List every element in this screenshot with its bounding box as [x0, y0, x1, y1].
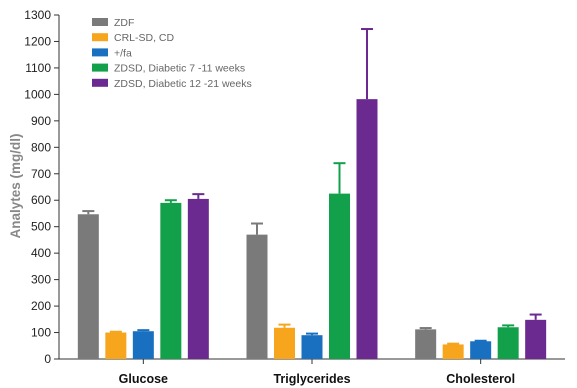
- bar: [160, 202, 182, 359]
- bar: [187, 198, 209, 359]
- legend-label: ZDSD, Diabetic 12 -21 weeks: [114, 78, 252, 90]
- bar: [274, 327, 295, 359]
- bar: [329, 193, 350, 359]
- bar: [246, 234, 268, 359]
- legend-swatch: [92, 63, 108, 72]
- y-tick-label: 500: [31, 220, 51, 234]
- y-tick-label: 900: [31, 114, 51, 128]
- y-tick-label: 1300: [24, 8, 51, 22]
- y-tick-label: 200: [31, 299, 51, 313]
- legend-swatch: [92, 78, 108, 87]
- bar: [497, 327, 519, 359]
- bar: [105, 332, 127, 359]
- legend-swatch: [92, 33, 108, 42]
- bar: [415, 329, 437, 359]
- y-tick-label: 100: [31, 326, 51, 340]
- bar: [470, 341, 492, 359]
- legend-label: CRL-SD, CD: [114, 32, 175, 44]
- y-tick-label: 700: [31, 167, 51, 181]
- bar: [301, 335, 323, 359]
- x-category-label: Triglycerides: [273, 372, 350, 386]
- bar: [356, 99, 378, 359]
- legend-label: +/fa: [114, 47, 132, 59]
- x-category-label: Glucose: [119, 372, 168, 386]
- x-axis: Glucose Triglycerides Cholesterol: [59, 358, 565, 386]
- legend: ZDF CRL-SD, CD +/fa ZDSD, Diabetic 7 -11 we…: [92, 17, 252, 90]
- bar: [77, 214, 99, 359]
- y-tick-label: 600: [31, 193, 51, 207]
- bar: [442, 344, 464, 359]
- y-axis-title: Analytes (mg/dl): [8, 133, 23, 238]
- bar: [132, 331, 154, 359]
- y-axis: 0 100 200 300 400 500 600 700 800 900 1000 1100 1200…: [24, 8, 60, 366]
- y-tick-label: 400: [31, 246, 51, 260]
- legend-swatch: [92, 18, 108, 26]
- y-tick-label: 300: [31, 273, 51, 287]
- bar: [525, 319, 547, 359]
- legend-label: ZDSD, Diabetic 7 -11 weeks: [114, 63, 245, 75]
- bars: [77, 28, 547, 359]
- legend-swatch: [92, 48, 108, 57]
- y-tick-label: 1000: [24, 87, 51, 101]
- x-category-label: Cholesterol: [446, 372, 515, 386]
- legend-label: ZDF: [114, 17, 134, 29]
- y-tick-label: 1100: [25, 61, 51, 75]
- y-tick-label: 0: [44, 352, 51, 366]
- y-tick-label: 800: [31, 140, 51, 154]
- y-tick-label: 1200: [24, 34, 51, 48]
